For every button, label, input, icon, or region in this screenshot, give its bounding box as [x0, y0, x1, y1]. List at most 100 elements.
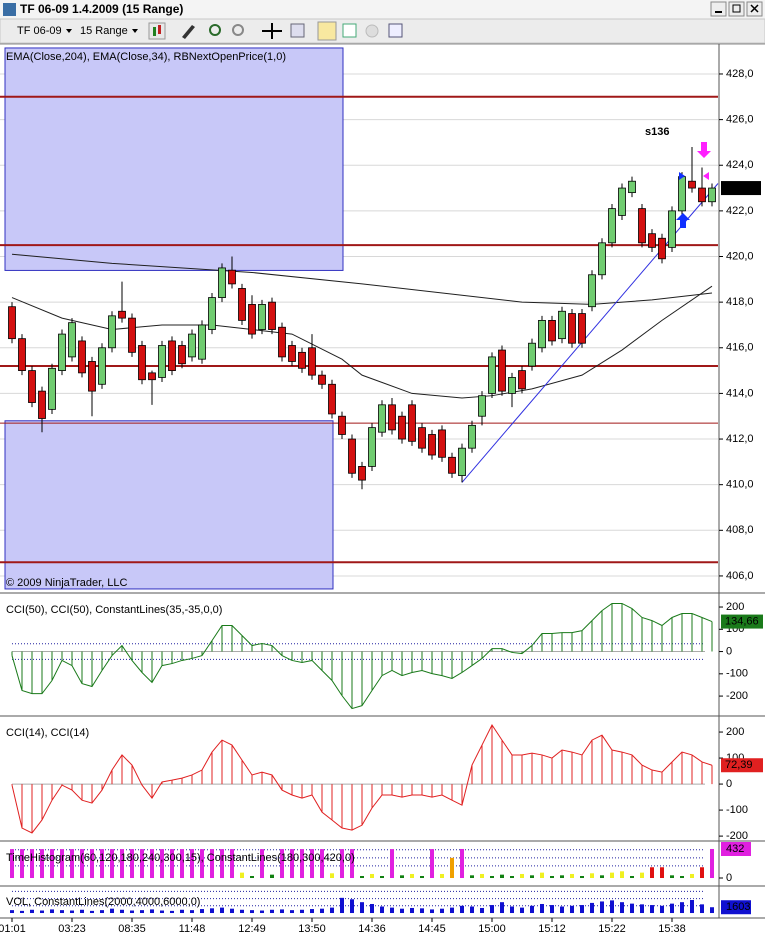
histogram-bar: [250, 875, 254, 879]
histogram-bar: [160, 849, 164, 879]
maximize-button[interactable]: [728, 1, 745, 17]
histogram-bar: [610, 872, 614, 879]
x-tick-label: 15:00: [478, 923, 506, 935]
histogram-bar: [420, 908, 424, 914]
histogram-bar: [130, 849, 134, 879]
histogram-bar: [400, 875, 404, 879]
x-tick-label: 14:45: [418, 923, 446, 935]
histogram-bar: [500, 902, 504, 914]
histogram-bar: [20, 910, 24, 914]
histogram-bar: [650, 867, 654, 879]
minimize-button[interactable]: [710, 1, 727, 17]
histogram-bar: [650, 905, 654, 914]
histogram-bar: [220, 907, 224, 914]
candle-body: [318, 374, 326, 385]
histogram-bar: [80, 849, 84, 879]
crosshair-button[interactable]: [262, 23, 282, 39]
zoom-out-button[interactable]: [232, 24, 244, 36]
last-value-label: 432: [726, 843, 744, 855]
x-tick-label: 11:48: [179, 923, 206, 935]
zoom-in-button[interactable]: [209, 24, 221, 36]
histogram-bar: [460, 905, 464, 914]
histogram-bar: [290, 910, 294, 914]
histogram-bar: [640, 872, 644, 879]
properties-button[interactable]: [290, 23, 305, 38]
histogram-bar: [170, 910, 174, 914]
candle-body: [208, 297, 216, 330]
bar-type-button[interactable]: [148, 22, 166, 40]
histogram-bar: [400, 908, 404, 914]
y-tick-label: 0: [726, 778, 732, 790]
histogram-bar: [520, 873, 524, 879]
histogram-bar: [90, 910, 94, 914]
draw-tool-button[interactable]: [182, 25, 195, 39]
candle-body: [458, 447, 466, 476]
histogram-bar: [670, 903, 674, 914]
cci-line: [11, 602, 713, 710]
ema-line: [11, 285, 713, 399]
period-dropdown[interactable]: 15 Range: [80, 25, 138, 37]
candle-body: [638, 208, 646, 244]
histogram-bar: [230, 908, 234, 914]
histogram-bar: [540, 872, 544, 879]
window-buttons[interactable]: [710, 1, 763, 17]
y-tick-label: 0: [726, 645, 732, 657]
last-value-box: [721, 900, 751, 915]
candle-body: [698, 187, 706, 203]
candle-body: [278, 326, 286, 358]
histogram-bar: [210, 849, 214, 879]
histogram-bar: [50, 849, 54, 879]
candle-body: [498, 349, 506, 392]
histogram-bar: [190, 910, 194, 914]
histogram-bar: [280, 849, 284, 879]
histogram-bar: [680, 875, 684, 879]
data-box-button[interactable]: [388, 23, 403, 38]
y-tick-label: 420,0: [726, 250, 754, 262]
candle-body: [198, 324, 206, 360]
histogram-bar: [510, 875, 514, 879]
histogram-bar: [440, 873, 444, 879]
histogram-bar: [430, 849, 434, 879]
indicator-button[interactable]: [342, 23, 357, 38]
candle-body: [38, 390, 46, 419]
candle-body: [668, 210, 676, 248]
x-tick-label: 12:49: [238, 923, 266, 935]
histogram-bar: [50, 909, 54, 914]
candle-body: [78, 340, 86, 374]
y-tick-label: 200: [726, 601, 744, 613]
histogram-bar: [280, 909, 284, 914]
histogram-bar: [340, 897, 344, 914]
y-tick-label: 408,0: [726, 524, 754, 536]
x-tick-label: 14:36: [358, 923, 386, 935]
candle-body: [8, 306, 16, 340]
x-tick-label: 15:22: [598, 923, 626, 935]
histogram-bar: [510, 906, 514, 914]
histogram-bar: [30, 849, 34, 879]
disabled-button[interactable]: [365, 24, 379, 38]
histogram-bar: [90, 849, 94, 879]
strategy-button[interactable]: [317, 21, 337, 41]
histogram-bar: [630, 875, 634, 879]
histogram-bar: [620, 902, 624, 914]
histogram-bar: [490, 905, 494, 914]
panel-title: EMA(Close,204), EMA(Close,34), RBNextOpe…: [6, 51, 286, 63]
y-tick-label: 412,0: [726, 433, 754, 445]
y-tick-label: 410,0: [726, 479, 754, 491]
x-tick-label: 13:50: [298, 923, 326, 935]
candle-body: [228, 269, 236, 285]
histogram-bar: [610, 900, 614, 914]
candle-body: [558, 310, 566, 340]
instrument-dropdown[interactable]: TF 06-09: [17, 25, 72, 37]
candle-body: [518, 370, 526, 390]
panel-frames: [0, 43, 765, 919]
icon-part: [153, 27, 156, 36]
histogram-bar: [260, 910, 264, 914]
x-tick-label: 15:12: [538, 923, 566, 935]
entry-marker: [679, 172, 685, 180]
last-value-box: [721, 758, 763, 773]
y-tick-label: -200: [726, 690, 748, 702]
candle-body: [568, 313, 576, 344]
histogram-bar: [350, 849, 354, 879]
close-icon: [750, 4, 759, 13]
histogram-bar: [360, 875, 364, 879]
